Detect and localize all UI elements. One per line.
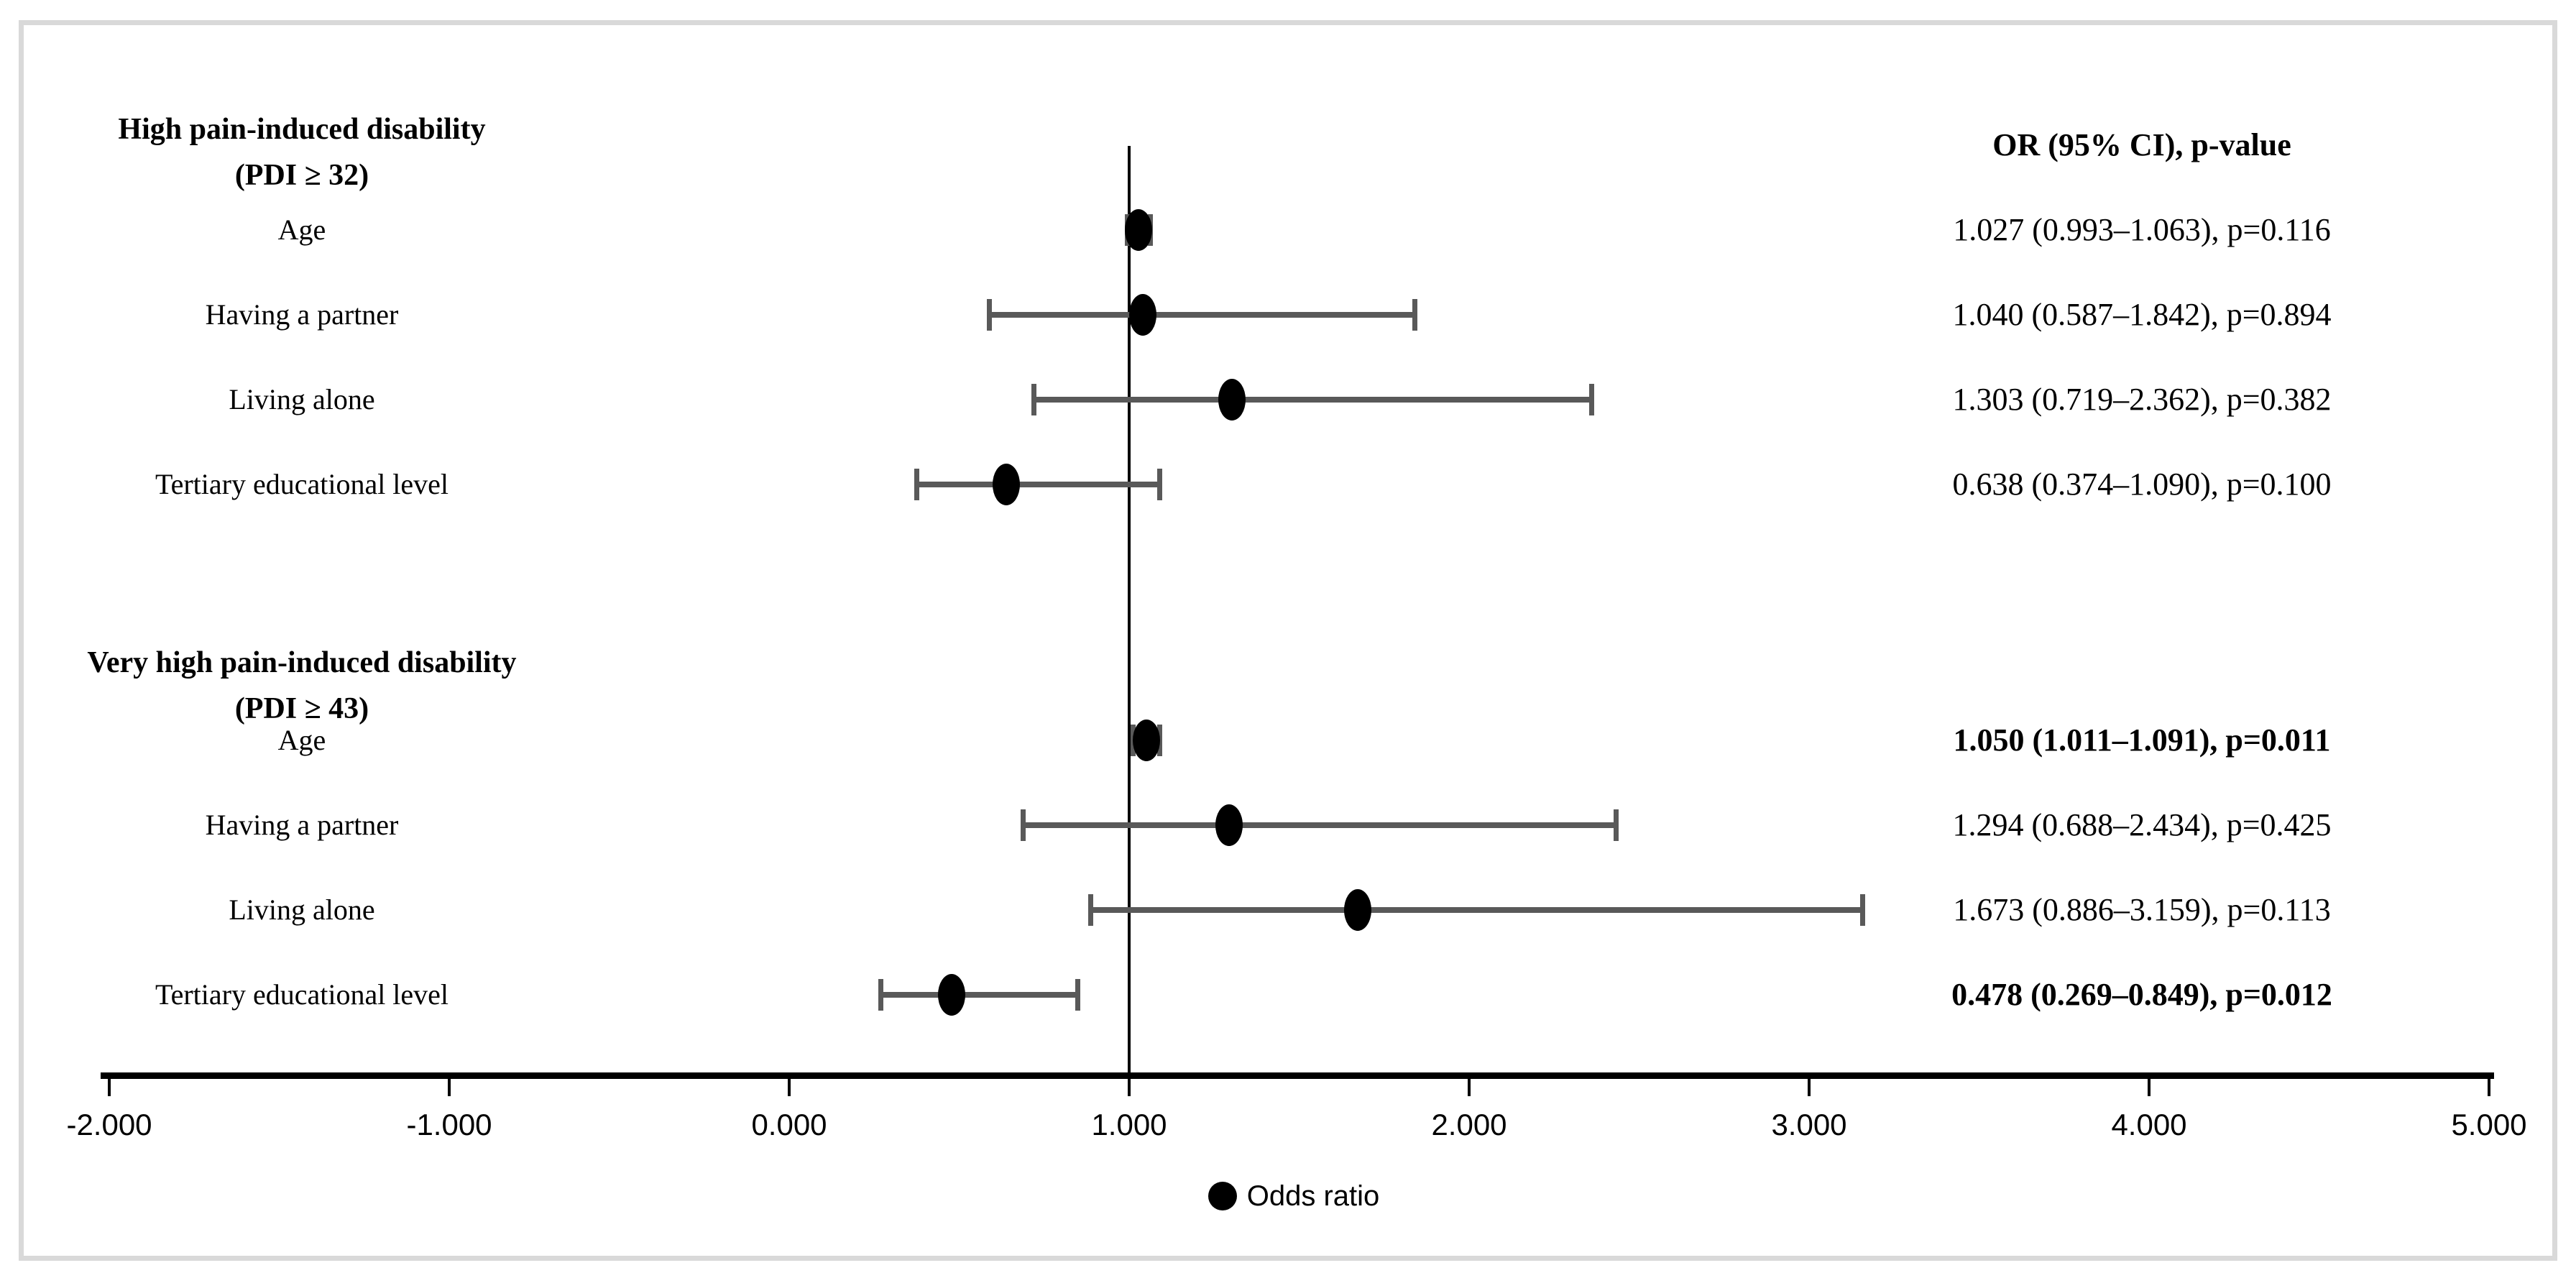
or-ci-p-value: 1.673 (0.886–3.159), p=0.113 — [1953, 892, 2331, 927]
or-ci-p-value: 0.478 (0.269–0.849), p=0.012 — [1951, 977, 2332, 1012]
or-ci-p-value: 0.638 (0.374–1.090), p=0.100 — [1952, 467, 2332, 502]
ci-error-bar — [1090, 907, 1864, 913]
x-axis-tick — [2148, 1079, 2150, 1096]
ci-cap-low — [1021, 809, 1026, 841]
section-title: High pain-induced disability (PDI ≥ 32) — [29, 106, 575, 198]
or-ci-p-value: 1.294 (0.688–2.434), p=0.425 — [1952, 807, 2332, 842]
x-axis-tick-label: 3.000 — [1771, 1108, 1847, 1141]
odds-ratio-marker — [992, 464, 1020, 505]
ci-cap-low — [878, 979, 884, 1011]
x-axis-tick-label: -1.000 — [406, 1108, 492, 1141]
or-ci-p-value: 1.303 (0.719–2.362), p=0.382 — [1952, 382, 2332, 417]
x-axis-tick — [108, 1079, 111, 1096]
ci-cap-low — [1031, 384, 1037, 415]
odds-ratio-marker — [1218, 379, 1246, 420]
x-axis-tick — [1808, 1079, 1811, 1096]
odds-ratio-marker — [1215, 804, 1243, 846]
x-axis-tick — [1128, 1079, 1131, 1096]
chart-frame — [19, 20, 2557, 1261]
x-axis-tick — [1468, 1079, 1471, 1096]
row-label: Having a partner — [205, 809, 399, 841]
row-label: Having a partner — [205, 298, 399, 331]
reference-line-or-1 — [1128, 146, 1131, 1075]
x-axis-line — [101, 1072, 2494, 1079]
or-ci-p-value: 1.050 (1.011–1.091), p=0.011 — [1953, 722, 2331, 758]
ci-cap-high — [1412, 299, 1418, 331]
ci-error-bar — [916, 482, 1160, 487]
odds-ratio-dot-icon — [1208, 1182, 1237, 1210]
section-title-line2: (PDI ≥ 32) — [234, 159, 369, 192]
ci-error-bar — [880, 992, 1078, 998]
x-axis-tick-label: 4.000 — [2111, 1108, 2187, 1141]
x-axis-tick — [448, 1079, 451, 1096]
row-label: Age — [277, 724, 326, 756]
section-title-line1: Very high pain-induced disability — [87, 646, 517, 679]
ci-cap-high — [1860, 894, 1866, 926]
odds-ratio-marker — [1128, 294, 1156, 336]
ci-cap-high — [1156, 469, 1162, 500]
section-title: Very high pain-induced disability (PDI ≥ … — [29, 640, 575, 732]
odds-ratio-marker — [1132, 720, 1160, 761]
row-label: Living alone — [229, 383, 375, 415]
x-axis-tick — [788, 1079, 791, 1096]
ci-cap-low — [1088, 894, 1094, 926]
section-title-line2: (PDI ≥ 43) — [234, 692, 369, 725]
ci-cap-high — [1614, 809, 1619, 841]
row-label: Living alone — [229, 893, 375, 926]
x-axis-tick-label: 5.000 — [2451, 1108, 2527, 1141]
ci-error-bar — [1023, 822, 1617, 828]
odds-ratio-marker — [1344, 889, 1372, 931]
odds-ratio-marker — [938, 974, 966, 1016]
legend: Odds ratio — [1107, 1180, 1481, 1212]
x-axis-tick-label: 0.000 — [751, 1108, 827, 1141]
row-label: Tertiary educational level — [155, 468, 449, 500]
ci-cap-high — [1589, 384, 1595, 415]
ci-cap-low — [986, 299, 992, 331]
or-ci-p-value: 1.040 (0.587–1.842), p=0.894 — [1952, 297, 2332, 332]
row-label: Tertiary educational level — [155, 978, 449, 1011]
or-column-header: OR (95% CI), p-value — [1992, 127, 2291, 162]
ci-error-bar — [1034, 397, 1593, 403]
x-axis-tick-label: 2.000 — [1431, 1108, 1507, 1141]
x-axis-tick — [2488, 1079, 2490, 1096]
ci-error-bar — [988, 312, 1416, 318]
legend-label: Odds ratio — [1246, 1180, 1380, 1212]
or-ci-p-value: 1.027 (0.993–1.063), p=0.116 — [1953, 212, 2331, 247]
row-label: Age — [277, 213, 326, 246]
x-axis-tick-label: -2.000 — [66, 1108, 152, 1141]
x-axis-tick-label: 1.000 — [1091, 1108, 1167, 1141]
section-title-line1: High pain-induced disability — [118, 113, 486, 146]
ci-cap-low — [914, 469, 919, 500]
ci-cap-high — [1075, 979, 1080, 1011]
odds-ratio-marker — [1124, 209, 1152, 251]
